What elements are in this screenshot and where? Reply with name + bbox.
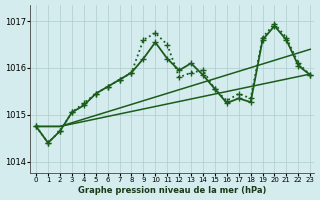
X-axis label: Graphe pression niveau de la mer (hPa): Graphe pression niveau de la mer (hPa) — [78, 186, 266, 195]
